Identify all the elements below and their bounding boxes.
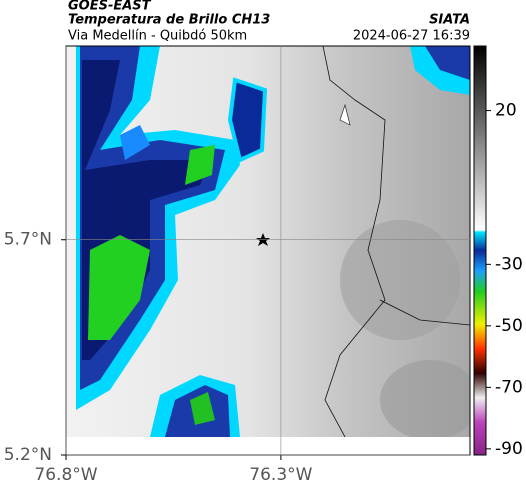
title: Temperatura de Brillo CH13	[68, 13, 270, 28]
x-tick-label: 76.8°W	[34, 465, 97, 485]
colorbar-tick-label: -50	[495, 316, 523, 336]
colorbar-tick-label: 20	[495, 101, 517, 121]
satellite: GOES-EAST	[68, 0, 152, 14]
colorbar-tick-label: -90	[495, 439, 523, 459]
y-tick-label: 5.7°N	[4, 230, 52, 250]
x-tick-label: 76.3°W	[249, 465, 312, 485]
colorbar	[473, 45, 487, 456]
datetime: 2024-06-27 16:39	[353, 29, 470, 44]
y-tick-label: 5.2°N	[4, 445, 52, 465]
colorbar-tick-label: -30	[495, 254, 523, 274]
satellite-image	[66, 46, 470, 437]
source: SIATA	[429, 13, 470, 28]
colorbar-tick-label: -70	[495, 377, 523, 397]
subtitle: Via Medellín - Quibdó 50km	[68, 29, 247, 44]
